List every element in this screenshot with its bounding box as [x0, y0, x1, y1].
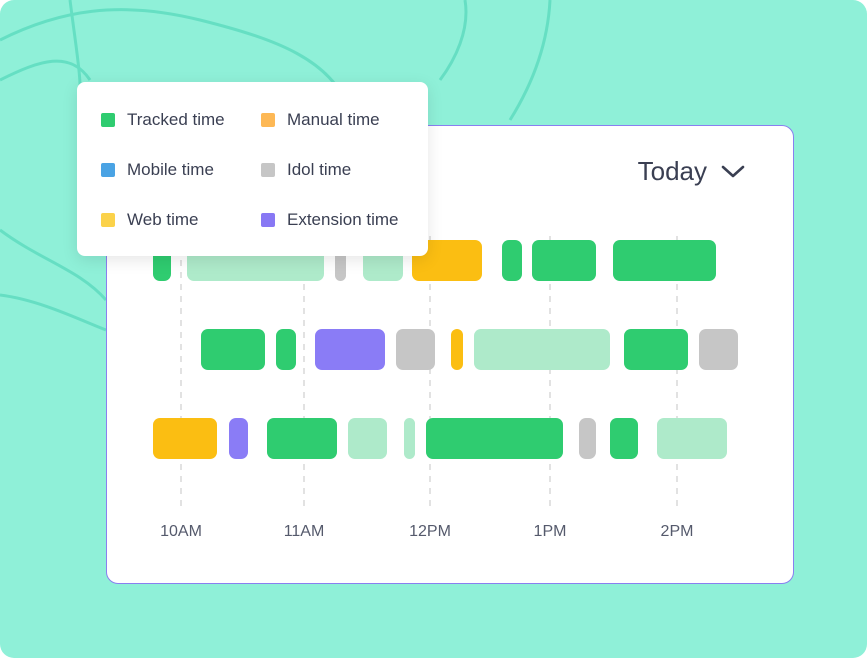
timeline-bar[interactable]: [613, 240, 716, 281]
timeline-bar[interactable]: [348, 418, 387, 459]
timeline-bar[interactable]: [624, 329, 688, 370]
tick-label: 10AM: [160, 523, 202, 540]
legend-item-web: Web time: [101, 210, 199, 230]
legend-label: Tracked time: [127, 110, 225, 129]
timeline-bar[interactable]: [276, 329, 296, 370]
legend-label: Mobile time: [127, 160, 214, 179]
legend-item-extension: Extension time: [261, 210, 399, 230]
legend-label: Idol time: [287, 160, 352, 179]
legend-item-idle: Idol time: [261, 160, 351, 180]
timeline-bar[interactable]: [451, 329, 463, 370]
extension-time-swatch: [261, 213, 275, 227]
timeline-bar[interactable]: [396, 329, 435, 370]
timeline-bar[interactable]: [426, 418, 563, 459]
timeline-bar[interactable]: [315, 329, 385, 370]
timeline-bar[interactable]: [610, 418, 638, 459]
timeline-gridlines: [180, 236, 678, 508]
legend-label: Web time: [127, 210, 199, 229]
tracked-time-swatch: [101, 113, 115, 127]
timeline-bar[interactable]: [229, 418, 248, 459]
timeline-bar[interactable]: [579, 418, 596, 459]
legend-item-manual: Manual time: [261, 110, 380, 130]
timeline-bar[interactable]: [474, 329, 610, 370]
timeline-bar[interactable]: [404, 418, 415, 459]
timeline-bar[interactable]: [657, 418, 727, 459]
chevron-down-icon: [721, 165, 745, 177]
idle-time-swatch: [261, 163, 275, 177]
tick-label: 11AM: [283, 523, 325, 540]
timeline-bar[interactable]: [153, 418, 217, 459]
mobile-time-swatch: [101, 163, 115, 177]
tick-label: 2PM: [660, 523, 694, 540]
timeline-card: Today: [106, 125, 794, 584]
period-dropdown[interactable]: Today: [638, 156, 745, 187]
timeline-bar[interactable]: [699, 329, 738, 370]
manual-time-swatch: [261, 113, 275, 127]
tick-label: 1PM: [533, 523, 567, 540]
timeline-bar[interactable]: [532, 240, 596, 281]
timeline-bar[interactable]: [502, 240, 522, 281]
legend-panel: Tracked time Manual time Mobile time Ido…: [77, 82, 428, 256]
timeline-bar[interactable]: [201, 329, 265, 370]
legend-label: Manual time: [287, 110, 380, 129]
timeline-bar[interactable]: [335, 240, 346, 281]
legend-item-tracked: Tracked time: [101, 110, 225, 130]
legend-item-mobile: Mobile time: [101, 160, 214, 180]
legend-label: Extension time: [287, 210, 399, 229]
timeline-bar[interactable]: [267, 418, 337, 459]
period-label: Today: [637, 156, 707, 186]
web-time-swatch: [101, 213, 115, 227]
tick-label: 12PM: [409, 523, 451, 540]
